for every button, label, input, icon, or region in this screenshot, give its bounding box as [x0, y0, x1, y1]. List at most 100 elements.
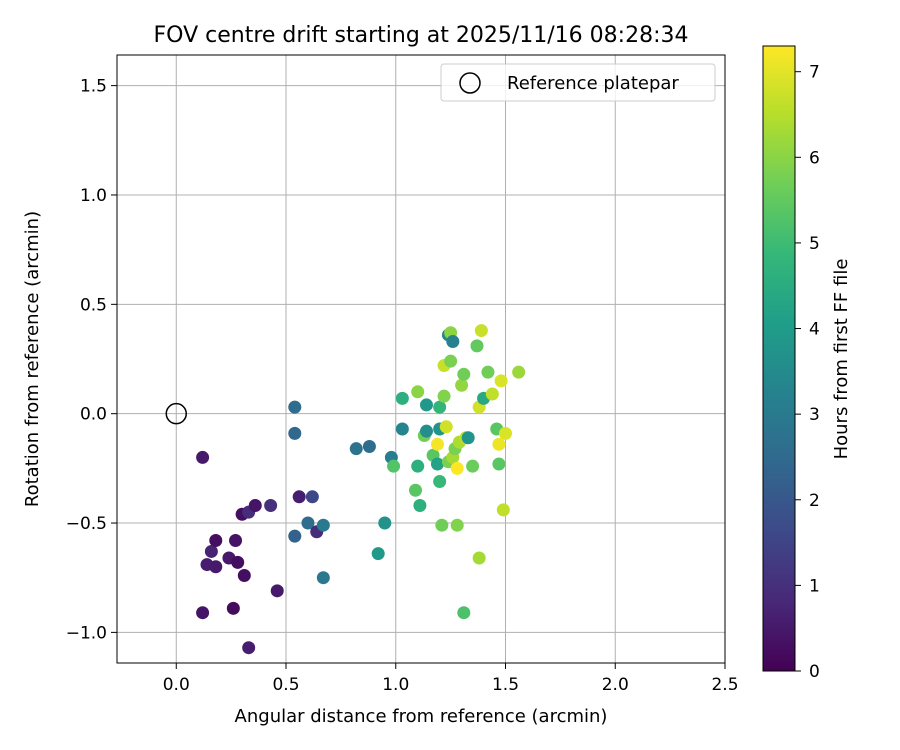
data-point: [461, 431, 475, 445]
data-point: [288, 426, 302, 440]
data-point: [444, 354, 458, 368]
data-point: [496, 503, 510, 517]
data-point: [411, 459, 425, 473]
data-point: [270, 584, 284, 598]
colorbar-tick-label: 1: [809, 576, 820, 596]
legend-label: Reference platepar: [507, 73, 679, 94]
data-point: [470, 339, 484, 353]
colorbar-tick-label: 6: [809, 148, 820, 168]
data-point: [450, 518, 464, 532]
data-point: [229, 534, 243, 548]
data-point: [248, 499, 262, 513]
data-point: [433, 400, 447, 414]
data-point: [226, 601, 240, 615]
data-point: [492, 457, 506, 471]
y-tick-label: 0.0: [80, 405, 107, 425]
x-tick-label: 2.5: [711, 675, 738, 695]
data-point: [437, 389, 451, 403]
data-point: [411, 385, 425, 399]
data-point: [196, 450, 210, 464]
colorbar-tick-label: 5: [809, 234, 820, 254]
chart-title: FOV centre drift starting at 2025/11/16 …: [154, 23, 689, 48]
data-point: [435, 518, 449, 532]
y-tick-label: 0.5: [80, 295, 107, 315]
data-point: [395, 391, 409, 405]
colorbar-fill: [762, 45, 796, 672]
data-point: [196, 606, 210, 620]
data-point: [409, 483, 423, 497]
x-tick-label: 2.0: [602, 675, 629, 695]
data-point: [395, 422, 409, 436]
data-points: [196, 324, 526, 655]
data-point: [209, 560, 223, 574]
colorbar-tick-label: 0: [809, 662, 820, 682]
x-axis-label: Angular distance from reference (arcmin): [235, 706, 608, 727]
data-point: [494, 374, 508, 388]
data-point: [439, 420, 453, 434]
data-point: [209, 534, 223, 548]
x-tick-label: 1.5: [492, 675, 519, 695]
legend: Reference platepar: [440, 63, 716, 102]
data-point: [450, 461, 464, 475]
legend-box: [440, 63, 716, 102]
x-tick-label: 0.0: [163, 675, 190, 695]
colorbar-tick-label: 4: [809, 320, 820, 340]
data-point: [455, 378, 469, 392]
data-point: [362, 439, 376, 453]
data-point: [237, 569, 251, 583]
y-tick-label: 1.0: [80, 186, 107, 206]
data-point: [301, 516, 315, 530]
data-point: [264, 499, 278, 513]
data-point: [419, 424, 433, 438]
data-point: [481, 365, 495, 379]
data-point: [472, 551, 486, 565]
data-point: [242, 641, 256, 655]
reference-layer: [165, 402, 188, 425]
plot-frame: [116, 54, 726, 664]
x-tick-label: 1.0: [382, 675, 409, 695]
data-point: [499, 426, 513, 440]
data-point: [231, 555, 245, 569]
data-point: [387, 459, 401, 473]
data-point: [457, 367, 471, 381]
colorbar-tick-label: 3: [809, 405, 820, 425]
data-point: [474, 324, 488, 338]
data-point: [466, 459, 480, 473]
reference-marker: [165, 402, 188, 425]
data-point: [378, 516, 392, 530]
data-point: [413, 499, 427, 513]
y-tick-label: −1.0: [66, 623, 107, 643]
data-point: [430, 457, 444, 471]
x-tick-label: 0.5: [272, 675, 299, 695]
data-point: [419, 398, 433, 412]
data-point: [305, 490, 319, 504]
x-axis-ticks: 0.0 0.5 1.0 1.5 2.0 2.5: [163, 663, 739, 695]
data-point: [204, 544, 218, 558]
data-point: [288, 529, 302, 543]
data-point: [316, 571, 330, 585]
y-tick-label: 1.5: [80, 77, 107, 97]
data-point: [446, 335, 460, 349]
colorbar-tick-label: 2: [809, 491, 820, 511]
data-point: [349, 442, 363, 456]
y-tick-label: −0.5: [66, 514, 107, 534]
data-point: [288, 400, 302, 414]
data-point: [316, 518, 330, 532]
data-point: [457, 606, 471, 620]
colorbar-tick-label: 7: [809, 63, 820, 83]
data-point: [512, 365, 526, 379]
data-point: [492, 437, 506, 451]
data-point: [485, 387, 499, 401]
data-point: [430, 437, 444, 451]
colorbar: 0 1 2 3 4 5 6 7 Hours from first FF file: [762, 45, 852, 682]
data-point: [433, 474, 447, 488]
y-axis-label: Rotation from reference (arcmin): [22, 211, 43, 507]
data-point: [371, 547, 385, 561]
grid: [117, 55, 726, 663]
data-point: [292, 490, 306, 504]
colorbar-ticks: 0 1 2 3 4 5 6 7: [795, 63, 820, 682]
legend-marker: [459, 72, 481, 94]
colorbar-label: Hours from first FF file: [831, 259, 852, 460]
y-axis-ticks: −1.0 −0.5 0.0 0.5 1.0 1.5: [66, 77, 117, 643]
